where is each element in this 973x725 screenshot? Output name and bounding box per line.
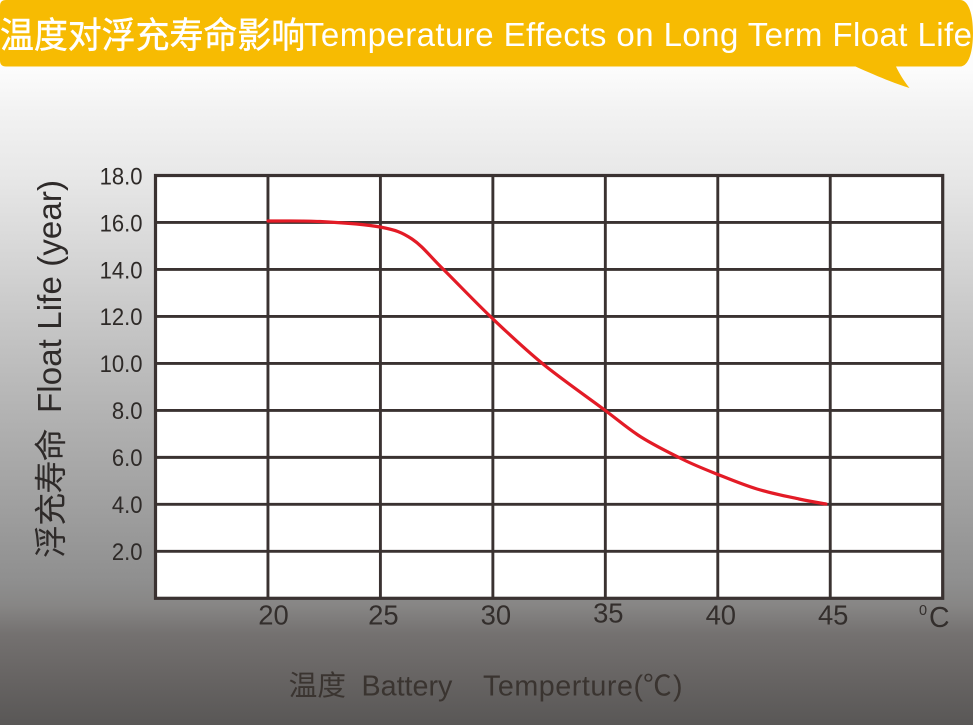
svg-text:Battery: Battery [362, 671, 454, 703]
svg-text:35: 35 [593, 598, 623, 629]
svg-text:Temperture(: Temperture( [483, 671, 643, 703]
svg-text:12.0: 12.0 [100, 303, 143, 330]
svg-text:): ) [673, 671, 683, 703]
svg-text:0: 0 [919, 603, 927, 619]
svg-text:8.0: 8.0 [112, 397, 143, 424]
svg-text:14.0: 14.0 [100, 256, 143, 283]
svg-text:4.0: 4.0 [112, 491, 143, 518]
svg-text:16.0: 16.0 [100, 209, 143, 236]
svg-text:40: 40 [706, 600, 736, 631]
svg-text:6.0: 6.0 [112, 444, 143, 471]
svg-text:Float Life (year): Float Life (year) [31, 180, 68, 413]
svg-text:45: 45 [818, 600, 848, 631]
svg-text:25: 25 [368, 600, 398, 631]
svg-text:2.0: 2.0 [112, 538, 143, 565]
svg-text:30: 30 [481, 600, 511, 631]
svg-text:Temperature Effects on Long Te: Temperature Effects on Long Term Float L… [304, 16, 972, 53]
svg-text:C: C [929, 602, 950, 634]
svg-text:18.0: 18.0 [100, 162, 143, 189]
svg-text:10.0: 10.0 [100, 350, 143, 377]
svg-text:20: 20 [258, 600, 288, 631]
